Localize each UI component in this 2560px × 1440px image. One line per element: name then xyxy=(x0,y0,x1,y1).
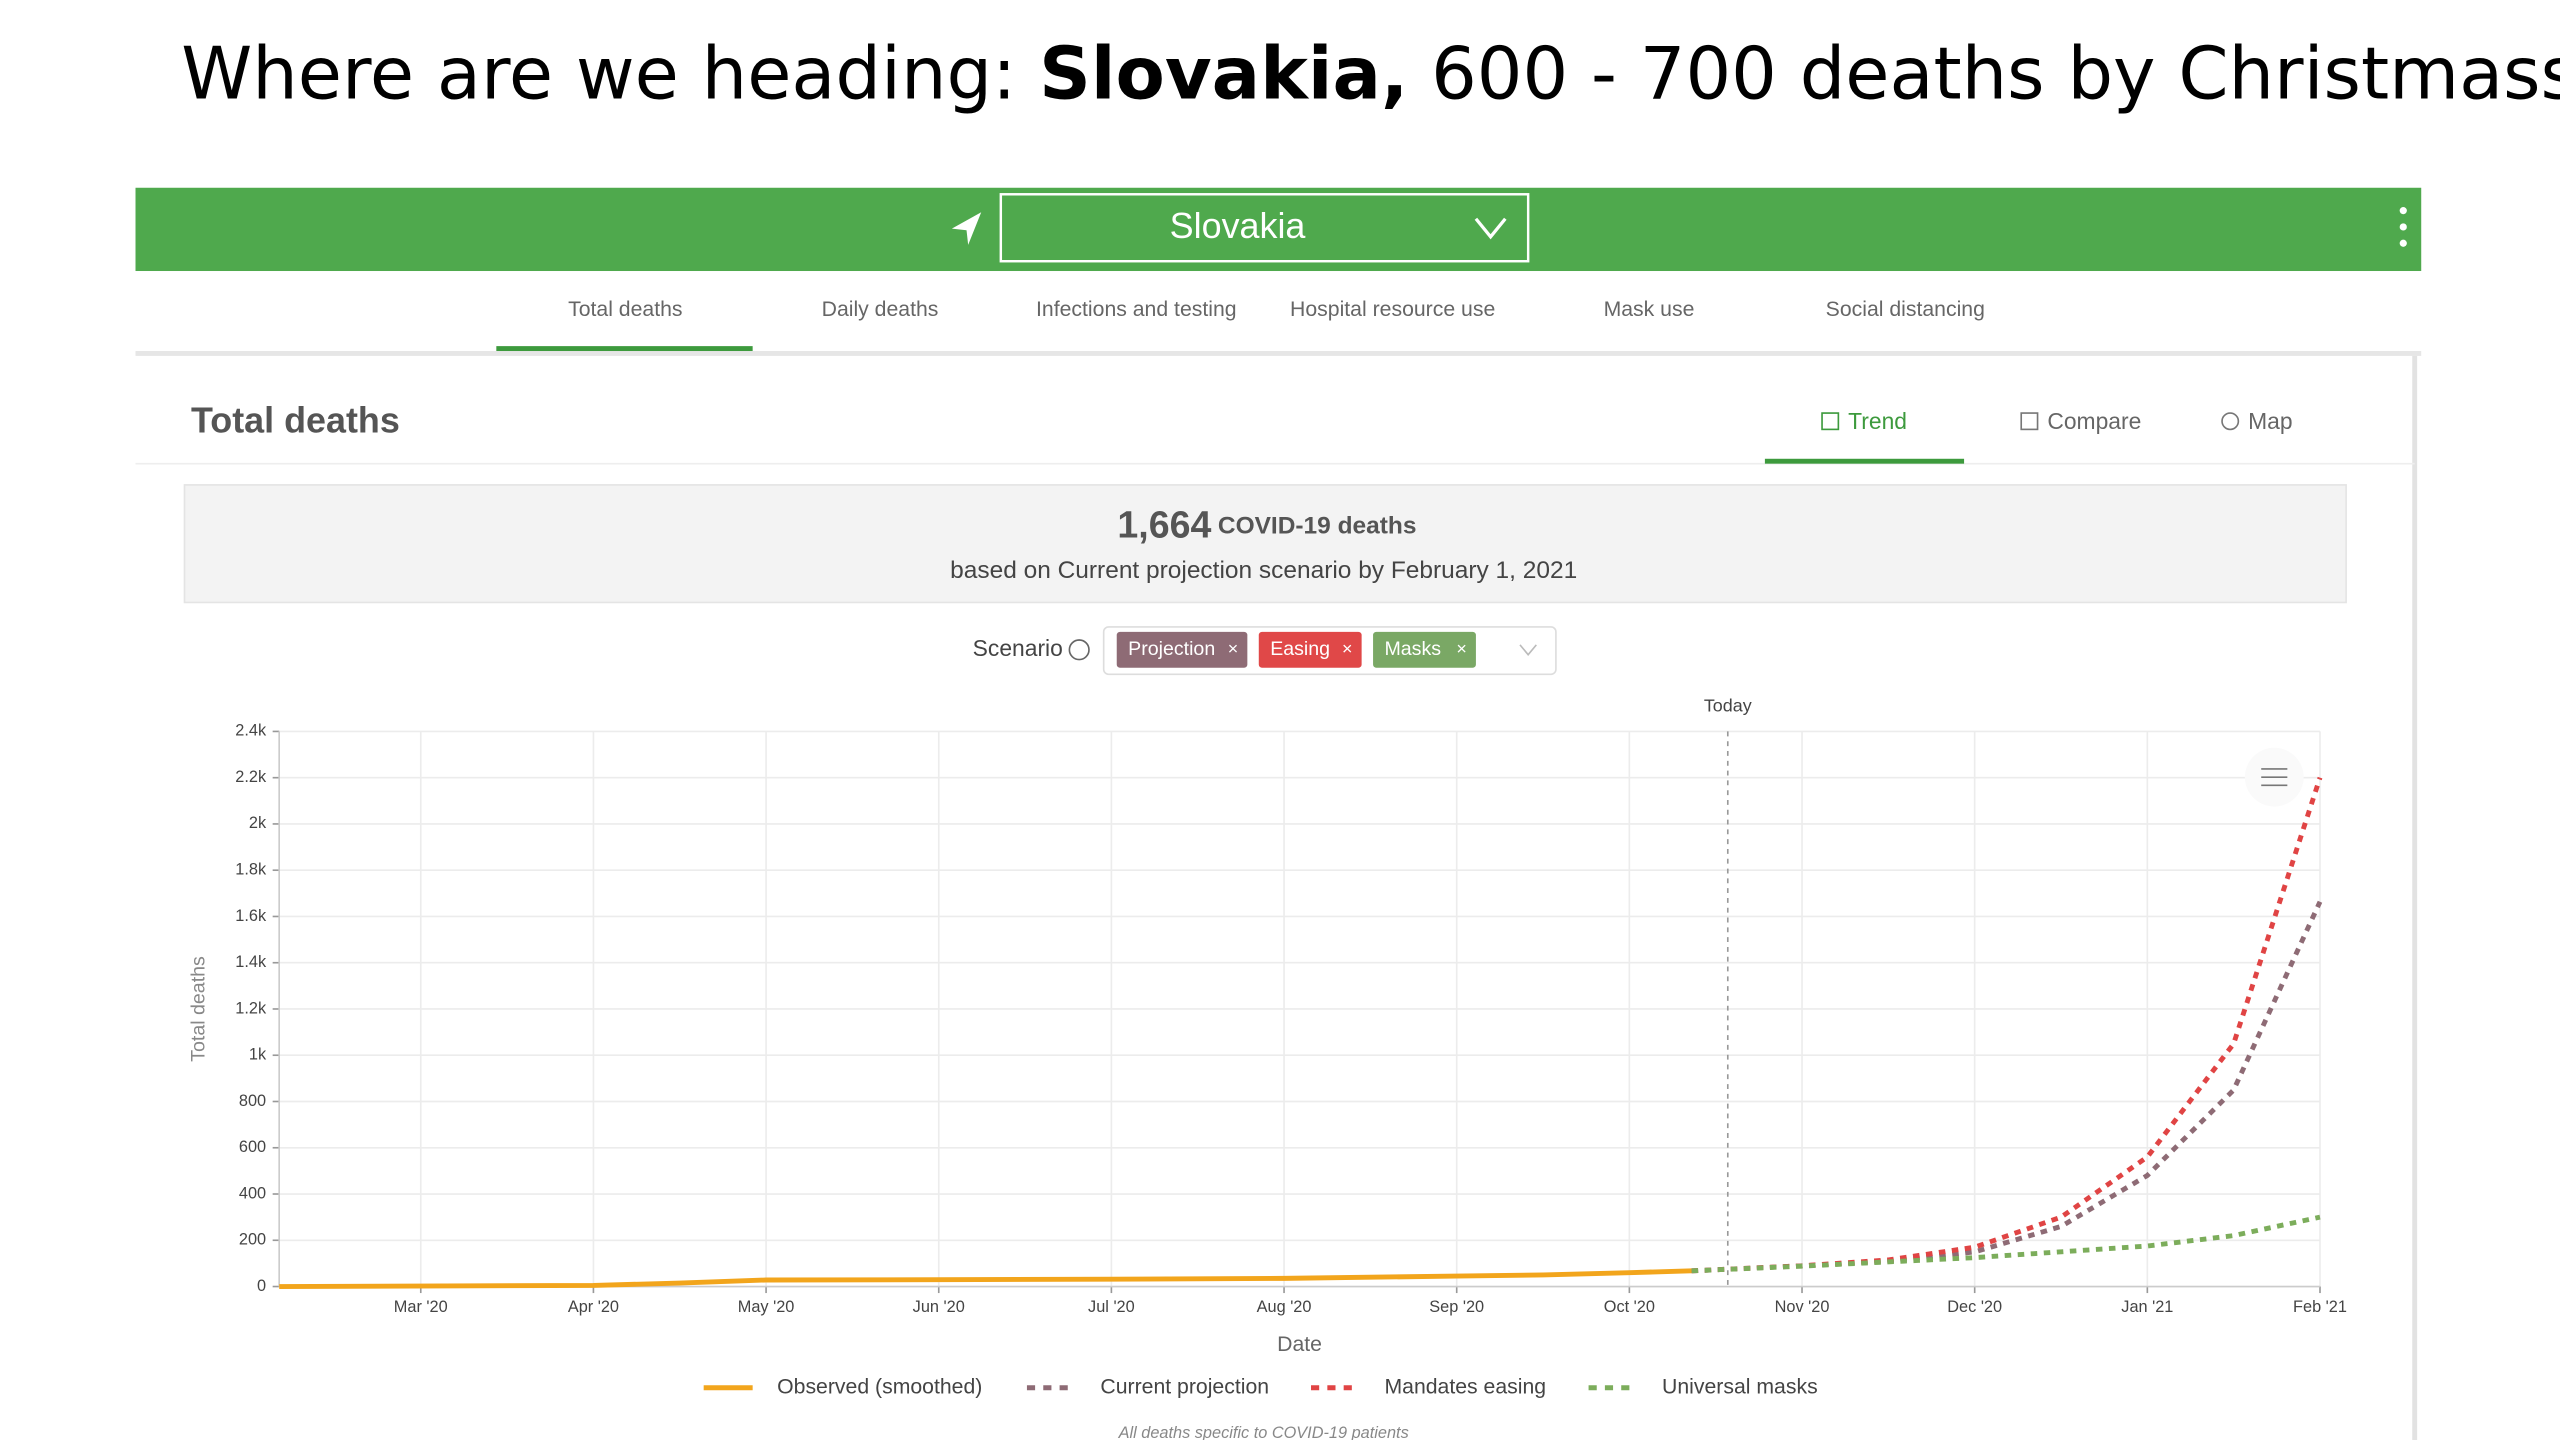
view-tab[interactable]: Compare xyxy=(2020,408,2141,434)
chip-remove: × xyxy=(1228,639,1238,659)
x-tick-label: Feb '21 xyxy=(2293,1298,2347,1316)
y-axis-title: Total deaths xyxy=(187,956,209,1062)
legend-item[interactable]: Observed (smoothed) xyxy=(703,1375,983,1398)
view-tab[interactable]: Trend xyxy=(1821,408,1907,434)
chip-label: Masks xyxy=(1384,638,1441,660)
chip-remove: × xyxy=(1342,639,1352,659)
series-line xyxy=(1691,776,2323,1274)
y-tick-label: 1.6k xyxy=(235,907,267,925)
y-tick-label: 800 xyxy=(239,1092,266,1110)
series-line xyxy=(1691,900,2323,1274)
scenario-chip[interactable]: Masks × xyxy=(1373,631,1476,668)
y-tick-label: 1.8k xyxy=(235,861,267,879)
x-tick-label: Jun '20 xyxy=(913,1298,965,1316)
y-tick-label: 200 xyxy=(239,1231,266,1249)
y-tick-label: 0 xyxy=(257,1277,266,1295)
x-tick-label: Aug '20 xyxy=(1257,1298,1312,1316)
scenario-chip[interactable]: Projection × xyxy=(1116,631,1248,668)
title-suffix: 600 - 700 deaths by Christmass xyxy=(1408,31,2560,115)
location-dropdown[interactable] xyxy=(999,193,1530,263)
summary-unit: COVID-19 deaths xyxy=(1218,513,1417,540)
y-tick-label: 2k xyxy=(249,814,267,832)
x-tick-label: Jan '21 xyxy=(2121,1298,2173,1316)
header-bar xyxy=(135,187,2422,272)
y-tick-label: 1.4k xyxy=(235,953,267,971)
tab-divider xyxy=(135,351,2422,356)
series-line xyxy=(1691,1214,2321,1274)
annotation: Today xyxy=(1704,696,1752,716)
footnote: All deaths specific to COVID-19 patients xyxy=(1118,1424,1409,1440)
tab[interactable]: Total deaths xyxy=(568,298,682,321)
location-icon[interactable] xyxy=(951,212,982,245)
view-label: Trend xyxy=(1848,408,1907,434)
select-chevron xyxy=(1519,644,1537,656)
x-axis-title: Date xyxy=(1277,1333,1322,1356)
location-name: Slovakia xyxy=(1170,205,1306,246)
chart-settings-button[interactable] xyxy=(2244,747,2304,807)
x-tick-label: Nov '20 xyxy=(1775,1298,1830,1316)
series-line xyxy=(279,1268,1692,1289)
view-icon xyxy=(2221,412,2240,431)
y-tick-label: 600 xyxy=(239,1138,266,1156)
view-switcher: Trend Compare Map xyxy=(1821,408,2293,434)
legend: Observed (smoothed) Current projection Man… xyxy=(703,1375,1818,1398)
dropdown-chevron xyxy=(1474,217,1507,240)
summary-count: 1,664 xyxy=(1117,503,1211,545)
legend-label: Observed (smoothed) xyxy=(777,1375,982,1398)
view-label: Compare xyxy=(2047,408,2141,434)
active-view-underline xyxy=(1764,458,1965,464)
tab-bar: Total deaths Daily deaths Infections and t… xyxy=(568,298,1985,321)
info-icon[interactable] xyxy=(1068,639,1090,661)
tab[interactable]: Infections and testing xyxy=(1036,298,1237,321)
view-icon xyxy=(2020,412,2039,431)
legend-label: Mandates easing xyxy=(1384,1375,1546,1398)
scenario-label: Scenario xyxy=(973,635,1063,661)
summary-box xyxy=(183,484,2347,604)
scenario-chip[interactable]: Easing × xyxy=(1258,631,1362,668)
view-label: Map xyxy=(2248,408,2292,434)
chip-bg xyxy=(1258,631,1362,668)
y-tick-label: 1k xyxy=(249,1046,267,1064)
tab[interactable]: Daily deaths xyxy=(822,298,939,321)
y-tick-label: 400 xyxy=(239,1184,266,1202)
summary-note: based on Current projection scenario by … xyxy=(950,557,1577,584)
y-tick-label: 2.4k xyxy=(235,722,267,740)
tab[interactable]: Mask use xyxy=(1604,298,1695,321)
summary-headline: 1,664 COVID-19 deaths xyxy=(1117,503,1416,545)
view-tab[interactable]: Map xyxy=(2221,408,2293,434)
y-tick-label: 2.2k xyxy=(235,768,267,786)
active-tab-underline xyxy=(496,346,753,352)
chip-label: Easing xyxy=(1270,638,1330,660)
x-tick-label: May '20 xyxy=(738,1298,795,1316)
chip-label: Projection xyxy=(1128,638,1215,660)
chip-bg xyxy=(1116,631,1248,668)
legend-label: Current projection xyxy=(1100,1375,1269,1398)
chip-remove: × xyxy=(1456,639,1466,659)
chip-bg xyxy=(1373,631,1476,668)
legend-label: Universal masks xyxy=(1662,1375,1818,1398)
y-tick-label: 1.2k xyxy=(235,999,267,1017)
tab[interactable]: Hospital resource use xyxy=(1290,298,1495,321)
legend-item[interactable]: Current projection xyxy=(1026,1375,1269,1398)
title-prefix: Where are we heading: xyxy=(181,31,1039,115)
title-bold: Slovakia, xyxy=(1039,31,1408,115)
scenario-chips: Projection × Easing × Masks × xyxy=(1116,631,1476,668)
view-icon xyxy=(1821,412,1840,431)
x-tick-label: Sep '20 xyxy=(1429,1298,1484,1316)
x-tick-label: Apr '20 xyxy=(568,1298,619,1316)
tab[interactable]: Social distancing xyxy=(1826,298,1985,321)
x-tick-label: Oct '20 xyxy=(1604,1298,1655,1316)
x-tick-label: Jul '20 xyxy=(1088,1298,1135,1316)
x-tick-label: Mar '20 xyxy=(394,1298,448,1316)
section-title: Total deaths xyxy=(191,399,400,440)
x-tick-label: Dec '20 xyxy=(1947,1298,2002,1316)
slide-title: Where are we heading: Slovakia, 600 - 70… xyxy=(181,31,2560,115)
chart: 0 200 400 600 800 1k 1.2k 1.4k 1.6k 1.8k 2k 2.2k 2.4… xyxy=(187,696,2347,1356)
menu-icon[interactable] xyxy=(2399,207,2407,247)
